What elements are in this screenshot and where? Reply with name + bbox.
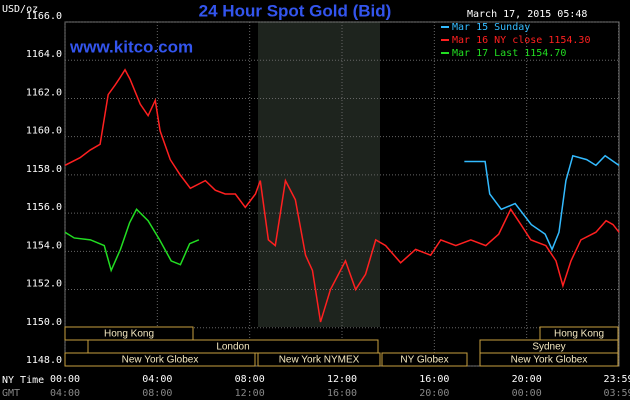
y-tick-label: 1158.0: [26, 164, 62, 175]
price-line: [464, 154, 620, 252]
chart-title: 24 Hour Spot Gold (Bid): [199, 1, 392, 20]
x2-tick-label: 04:00: [50, 388, 80, 399]
y-tick-label: 1156.0: [26, 202, 62, 213]
session-label: New York Globex: [511, 355, 588, 366]
x-tick-label: 20:00: [512, 374, 542, 385]
x2-tick-label: 00:00: [512, 388, 542, 399]
x2-tick-label: 03:59: [603, 388, 630, 399]
y-unit: USD/oz: [2, 4, 38, 15]
x-tick-label: 16:00: [419, 374, 449, 385]
legend-label: Mar 17 Last 1154.70: [452, 48, 566, 59]
x-tick-label: 12:00: [327, 374, 357, 385]
y-tick-label: 1150.0: [26, 317, 62, 328]
y-tick-label: 1166.0: [26, 11, 62, 22]
y-tick-label: 1152.0: [26, 279, 62, 290]
price-line: [64, 68, 620, 323]
price-line: [64, 208, 200, 273]
x2-tick-label: 12:00: [235, 388, 265, 399]
timestamp: March 17, 2015 05:48: [467, 9, 587, 20]
session-box: [257, 352, 381, 367]
legend-label: Mar 16 NY close 1154.30: [452, 35, 590, 46]
session-box: [479, 352, 619, 367]
x2-label: GMT: [2, 388, 20, 399]
session-label: NY Globex: [400, 355, 448, 366]
session-box: [64, 352, 256, 367]
x-tick-label: 00:00: [50, 374, 80, 385]
y-tick-label: 1148.0: [26, 355, 62, 366]
session-label: New York Globex: [122, 355, 199, 366]
y-tick-label: 1164.0: [26, 49, 62, 60]
session-label: Hong Kong: [554, 329, 604, 340]
legend-label: Mar 15 Sunday: [452, 22, 530, 33]
x2-tick-label: 08:00: [142, 388, 172, 399]
x2-tick-label: 16:00: [327, 388, 357, 399]
y-tick-label: 1154.0: [26, 240, 62, 251]
session-label: Hong Kong: [104, 329, 154, 340]
x-label: NY Time: [2, 375, 44, 386]
session-label: New York NYMEX: [279, 355, 360, 366]
session-label: London: [216, 342, 249, 353]
x2-tick-label: 20:00: [419, 388, 449, 399]
session-label: Sydney: [532, 342, 565, 353]
x-tick-label: 23:59: [603, 374, 630, 385]
y-tick-label: 1160.0: [26, 126, 62, 137]
x-tick-label: 04:00: [142, 374, 172, 385]
x-tick-label: 08:00: [235, 374, 265, 385]
y-tick-label: 1162.0: [26, 87, 62, 98]
session-box: [381, 352, 468, 367]
watermark: www.kitco.com: [69, 37, 193, 56]
